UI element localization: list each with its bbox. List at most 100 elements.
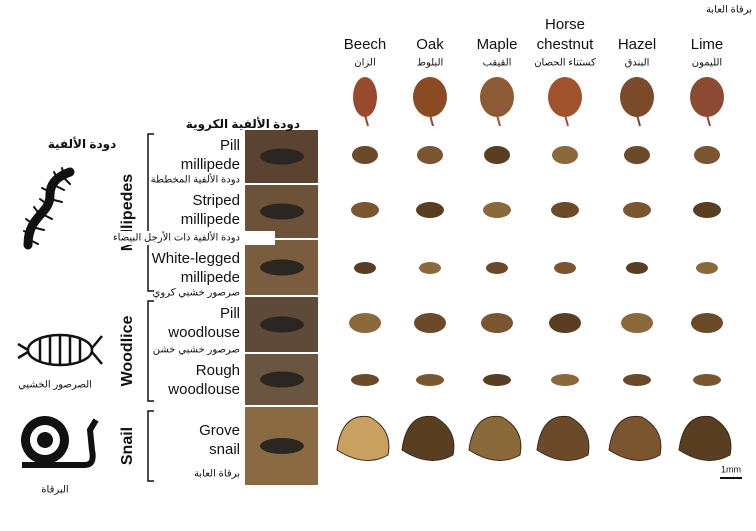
- row-name: woodlouse: [167, 381, 240, 398]
- leaf: [548, 77, 582, 117]
- column-name-ar: الليمون: [692, 58, 722, 69]
- row-name: Pill: [220, 137, 240, 154]
- faecal-pellet: [693, 374, 721, 386]
- bracket: [147, 410, 154, 482]
- faecal-pellet: [554, 262, 576, 274]
- leaf: [620, 77, 654, 117]
- column-name: Hazel: [618, 36, 656, 53]
- row-name: Rough: [196, 362, 240, 379]
- row-name-ar: دودة الألفية المخططة: [151, 173, 240, 186]
- faecal-pellet: [608, 415, 662, 461]
- millipede-icon: [23, 167, 75, 250]
- group-label: Snail: [119, 427, 136, 465]
- column-name: Maple: [477, 36, 518, 53]
- row-name: Grove: [199, 422, 240, 439]
- leaf-stem: [496, 114, 501, 127]
- row-name: millipede: [181, 269, 240, 286]
- species-animal: [260, 203, 304, 220]
- row-name-ar: صرصور خشبي كروي: [153, 288, 240, 299]
- species-animal: [260, 316, 304, 333]
- faecal-pellet: [694, 146, 720, 164]
- faecal-pellet: [486, 262, 508, 274]
- faecal-pellet: [416, 202, 444, 218]
- faecal-pellet: [419, 262, 441, 274]
- faecal-pellet: [351, 374, 379, 386]
- faecal-pellet: [626, 262, 648, 274]
- column-name: Lime: [691, 36, 724, 53]
- row-name: woodlouse: [167, 324, 240, 341]
- leaf-stem: [636, 114, 641, 127]
- row-name-ar: دودة الألفية ذات الأرجل البيضاء: [113, 231, 240, 244]
- faecal-pellet: [468, 415, 522, 461]
- faecal-pellet: [691, 313, 723, 333]
- leaf-stem: [429, 114, 434, 127]
- species-animal: [260, 148, 304, 165]
- column-name-ar: البلوط: [417, 58, 444, 69]
- leaf: [353, 77, 377, 117]
- leaf-stem: [364, 114, 369, 127]
- faecal-pellet: [551, 374, 579, 386]
- faecal-pellet: [351, 202, 379, 218]
- species-animal: [260, 371, 304, 388]
- column-name-ar: الزان: [354, 58, 375, 69]
- leaf: [480, 77, 514, 117]
- row-name: Pill: [220, 305, 240, 322]
- leaf: [413, 77, 447, 117]
- snail-icon: [21, 416, 99, 468]
- leaf-stem: [706, 114, 711, 127]
- bracket: [147, 300, 154, 402]
- icon-label: دودة الألفية: [48, 136, 117, 152]
- leaf: [690, 77, 724, 117]
- faecal-pellet: [552, 146, 578, 164]
- faecal-pellet: [483, 374, 511, 386]
- scale-label: 1mm: [721, 464, 741, 474]
- group-label: Woodlice: [119, 315, 136, 386]
- caption: برقاة العابة: [706, 5, 752, 16]
- faecal-pellet: [352, 146, 378, 164]
- faecal-pellet: [693, 202, 721, 218]
- woodlouse-icon: [17, 333, 103, 367]
- faecal-pellet: [549, 313, 581, 333]
- column-name-ar: البندق: [625, 58, 650, 69]
- species-animal: [260, 438, 304, 454]
- faecal-pellet: [417, 146, 443, 164]
- faecal-pellet: [696, 262, 718, 274]
- row-name-ar: دودة الألفية الكروية: [186, 116, 300, 132]
- faecal-pellet: [401, 415, 455, 461]
- faecal-pellet: [623, 374, 651, 386]
- faecal-pellet: [414, 313, 446, 333]
- faecal-pellet: [416, 374, 444, 386]
- faecal-pellet: [349, 313, 381, 333]
- scale-bar: 1mm: [720, 464, 742, 479]
- row-name: Striped: [192, 192, 240, 209]
- row-name-ar: صرصور خشبي خشن: [153, 345, 240, 356]
- faecal-pellet: [551, 202, 579, 218]
- faecal-pellet: [621, 313, 653, 333]
- faecal-pellet: [483, 202, 511, 218]
- row-name: White-legged: [152, 250, 240, 267]
- faecal-pellet: [354, 262, 376, 274]
- column-name-ar: القيقب: [483, 58, 512, 69]
- species-animal: [260, 259, 304, 276]
- column-name: Horse: [545, 16, 585, 33]
- row-name: millipede: [181, 156, 240, 173]
- column-name-ar: كستناء الحصان: [534, 58, 596, 69]
- row-name-ar: برقاة العابة: [194, 469, 240, 480]
- icon-label: البرقاة: [41, 485, 68, 496]
- faecal-pellet: [481, 313, 513, 333]
- column-name: Oak: [416, 36, 444, 53]
- row-name: snail: [209, 441, 240, 458]
- column-name: Beech: [344, 36, 387, 53]
- faecal-pellet: [484, 146, 510, 164]
- column-name: chestnut: [537, 36, 595, 53]
- faecal-pellet: [678, 415, 732, 461]
- bracket: [147, 133, 154, 292]
- faecal-pellet: [536, 415, 590, 461]
- faecal-pellet: [623, 202, 651, 218]
- label-backdrop: [120, 231, 275, 245]
- row-name: millipede: [181, 211, 240, 228]
- icon-label: الصرصور الخشبي: [18, 380, 92, 391]
- faecal-pellet: [624, 146, 650, 164]
- faecal-pellet: [336, 415, 390, 461]
